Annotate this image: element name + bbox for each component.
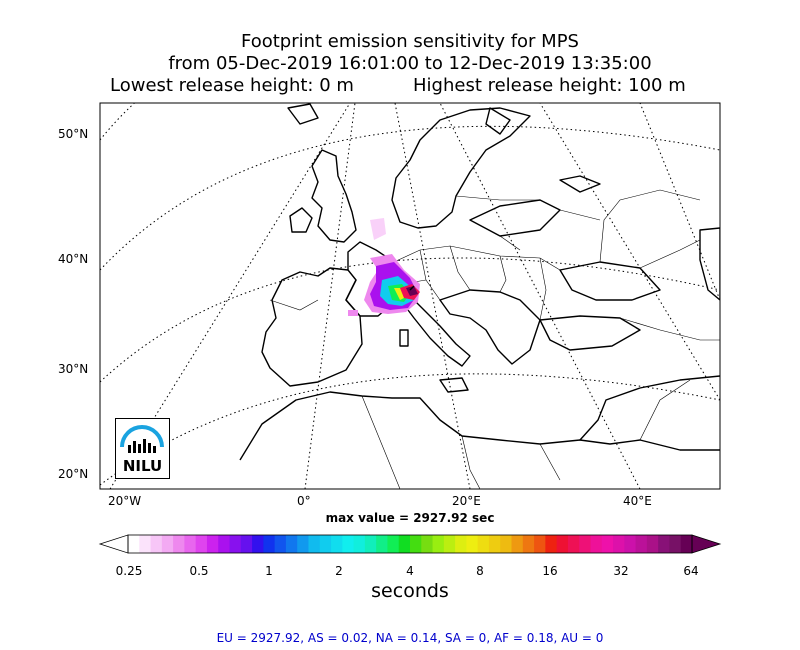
colorbar-segment <box>410 535 422 553</box>
latitude-gridlines <box>100 103 720 486</box>
colorbar-segment <box>680 535 693 553</box>
colorbar-segment <box>534 535 546 553</box>
colorbar-segment <box>545 535 558 553</box>
colorbar-segment <box>579 535 591 553</box>
colorbar-segment <box>466 535 479 553</box>
colorbar-frame <box>127 534 693 554</box>
country-borders <box>269 189 720 489</box>
colorbar-tick: 16 <box>542 564 558 578</box>
colorbar-segment <box>522 535 535 553</box>
colorbar-tick: 32 <box>613 564 629 578</box>
colorbar-segment <box>274 535 287 553</box>
colorbar-tick: 4 <box>406 564 414 578</box>
lowest-release-height: Lowest release height: 0 m <box>110 75 354 96</box>
colorbar-segment <box>455 535 467 553</box>
colorbar-segment <box>206 535 219 553</box>
colorbar-segment <box>240 535 253 553</box>
colorbar-segment <box>331 535 343 553</box>
colorbar-segment <box>252 535 264 553</box>
colorbar-segment <box>635 535 648 553</box>
lon-label-40e: 40°E <box>623 494 652 508</box>
colorbar-segment <box>658 535 670 553</box>
lat-label-20n: 20°N <box>58 467 89 481</box>
colorbar-segment <box>376 535 388 553</box>
colorbar <box>128 535 693 553</box>
colorbar-segment <box>342 535 355 553</box>
colorbar-segment <box>184 535 197 553</box>
colorbar-segment <box>624 535 637 553</box>
colorbar-segment <box>669 535 682 553</box>
colorbar-segment <box>511 535 524 553</box>
colorbar-segment <box>646 535 659 553</box>
colorbar-segment <box>285 535 298 553</box>
colorbar-segment <box>421 535 434 553</box>
colorbar-segment <box>500 535 513 553</box>
colorbar-segment <box>590 535 603 553</box>
lat-label-40n: 40°N <box>58 252 89 266</box>
colorbar-segment <box>128 535 140 553</box>
colorbar-segment <box>319 535 332 553</box>
colorbar-segment <box>601 535 614 553</box>
colorbar-segment <box>173 535 185 553</box>
lat-label-30n: 30°N <box>58 362 89 376</box>
colorbar-segment <box>613 535 625 553</box>
colorbar-segment <box>488 535 501 553</box>
colorbar-segment <box>353 535 366 553</box>
colorbar-segment <box>387 535 400 553</box>
colorbar-segment <box>556 535 569 553</box>
map-title: Footprint emission sensitivity for MPS <box>241 31 579 52</box>
colorbar-tick: 8 <box>476 564 484 578</box>
colorbar-tick: 0.25 <box>115 564 143 578</box>
region-stats: EU = 2927.92, AS = 0.02, NA = 0.14, SA =… <box>216 631 604 645</box>
colorbar-segment <box>139 535 152 553</box>
colorbar-segment <box>567 535 580 553</box>
max-value: max value = 2927.92 sec <box>325 511 495 525</box>
colorbar-segment <box>218 535 231 553</box>
colorbar-tick: 64 <box>683 564 699 578</box>
colorbar-label: seconds <box>371 580 449 602</box>
lon-label-20e: 20°E <box>452 494 481 508</box>
colorbar-max-extend <box>691 534 722 554</box>
colorbar-segment <box>477 535 490 553</box>
colorbar-min-extend <box>98 534 129 554</box>
map-frame <box>99 102 721 490</box>
colorbar-segment <box>161 535 174 553</box>
nilu-logo: NILU <box>115 418 170 479</box>
colorbar-segment <box>432 535 445 553</box>
colorbar-tick: 1 <box>265 564 273 578</box>
colorbar-segment <box>364 535 377 553</box>
coastlines <box>239 103 720 461</box>
longitude-gridlines <box>109 103 720 489</box>
nilu-logo-text: NILU <box>122 457 163 475</box>
nilu-logo-icon <box>120 425 164 453</box>
lon-label-0: 0° <box>297 494 311 508</box>
colorbar-segment <box>443 535 456 553</box>
colorbar-tick: 2 <box>335 564 343 578</box>
colorbar-segment <box>229 535 242 553</box>
footprint-plume <box>348 218 420 316</box>
highest-release-height: Highest release height: 100 m <box>413 75 686 96</box>
colorbar-segment <box>263 535 276 553</box>
lat-label-50n: 50°N <box>58 127 89 141</box>
colorbar-segment <box>308 535 321 553</box>
colorbar-segment <box>195 535 208 553</box>
colorbar-segment <box>297 535 309 553</box>
time-range: from 05-Dec-2019 16:01:00 to 12-Dec-2019… <box>168 53 652 74</box>
colorbar-segment <box>398 535 411 553</box>
colorbar-tick: 0.5 <box>189 564 209 578</box>
lon-label-20w: 20°W <box>108 494 142 508</box>
colorbar-segment <box>150 535 163 553</box>
